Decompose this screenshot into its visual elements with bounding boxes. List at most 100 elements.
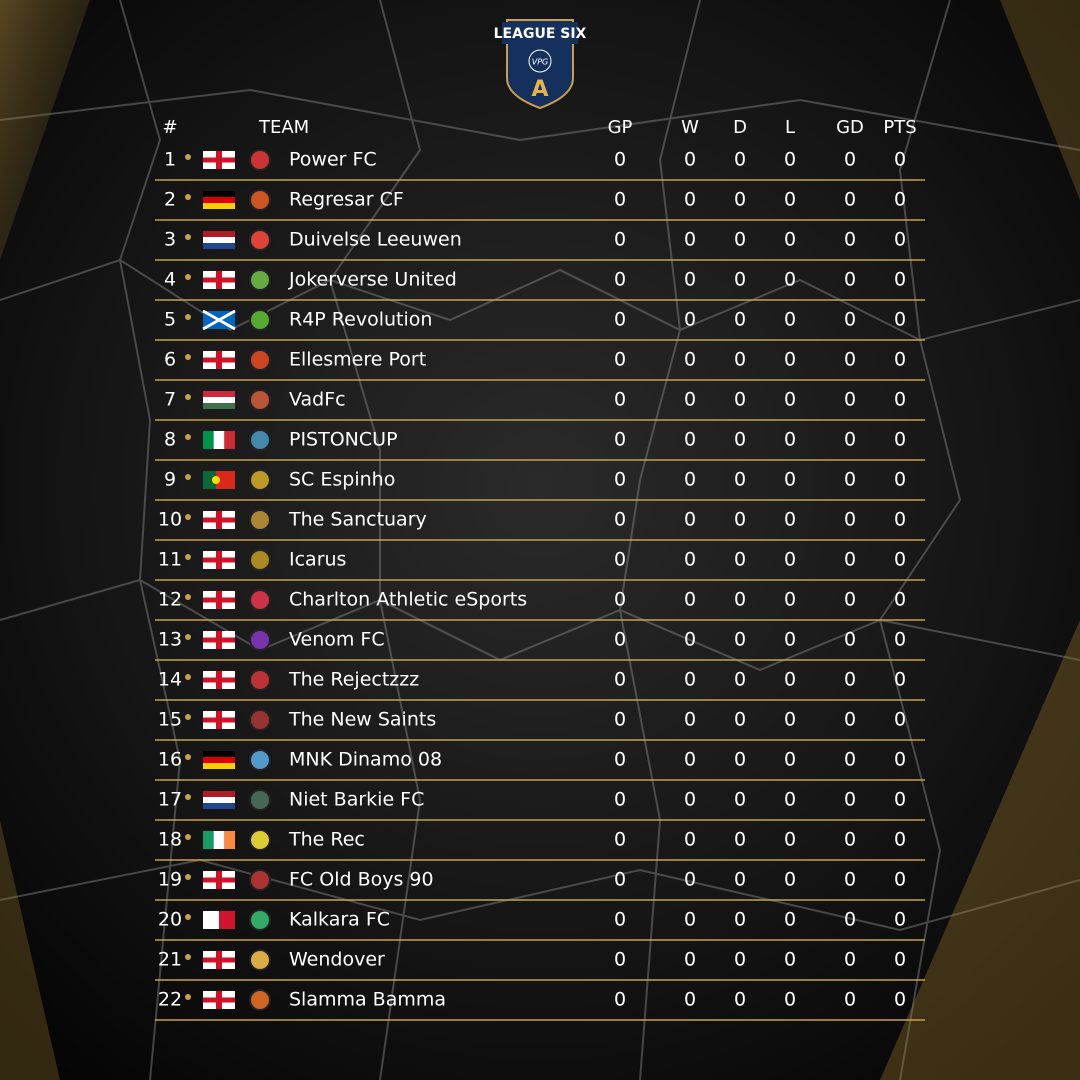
- team-name: R4P Revolution: [289, 309, 432, 331]
- flag: [203, 711, 235, 729]
- team-crest: [249, 589, 271, 611]
- team-crest: [249, 349, 271, 371]
- stat-value: 0: [614, 429, 626, 451]
- team-crest: [249, 389, 271, 411]
- stat-value: 0: [734, 709, 746, 731]
- rank-dot: [185, 354, 191, 360]
- stat-value: 0: [784, 669, 796, 691]
- flag-part: [203, 391, 235, 397]
- flag: [203, 951, 235, 969]
- flag-part: [203, 157, 235, 163]
- rank-dot: [185, 194, 191, 200]
- team-crest: [249, 989, 271, 1011]
- stat-value: 0: [784, 509, 796, 531]
- stat-value: 0: [844, 509, 856, 531]
- flag: [203, 431, 235, 449]
- stat-value: 0: [734, 309, 746, 331]
- rank: 15: [158, 709, 182, 731]
- stat-value: 0: [684, 829, 696, 851]
- stat-value: 0: [734, 189, 746, 211]
- rank-dot: [185, 634, 191, 640]
- stat-value: 0: [614, 589, 626, 611]
- team-crest: [249, 469, 271, 491]
- stat-value: 0: [784, 949, 796, 971]
- flag: [203, 271, 235, 289]
- stat-value: 0: [784, 349, 796, 371]
- flag-part: [202, 309, 236, 331]
- rank: 6: [164, 349, 176, 371]
- stat-value: 0: [894, 989, 906, 1011]
- logo-letter: A: [531, 77, 548, 102]
- stat-value: 0: [894, 589, 906, 611]
- stat-value: 0: [684, 389, 696, 411]
- stat-value: 0: [684, 149, 696, 171]
- rank-dot: [185, 754, 191, 760]
- flag-part: [212, 476, 220, 484]
- flag-part: [203, 517, 235, 523]
- stat-value: 0: [894, 469, 906, 491]
- flag-part: [203, 637, 235, 643]
- rank: 1: [164, 149, 176, 171]
- stat-value: 0: [614, 269, 626, 291]
- team-name: FC Old Boys 90: [289, 869, 434, 891]
- stat-value: 0: [614, 909, 626, 931]
- stat-value: 0: [784, 229, 796, 251]
- stat-value: 0: [684, 429, 696, 451]
- stat-value: 0: [614, 549, 626, 571]
- flag: [203, 871, 235, 889]
- stat-value: 0: [684, 229, 696, 251]
- team-name: VadFc: [289, 389, 346, 411]
- stat-value: 0: [614, 149, 626, 171]
- stat-value: 0: [614, 189, 626, 211]
- flag-part: [203, 797, 235, 803]
- rank: 18: [158, 829, 182, 851]
- rank-dot: [185, 234, 191, 240]
- stat-value: 0: [614, 349, 626, 371]
- rank: 17: [158, 789, 182, 811]
- rank-dot: [185, 474, 191, 480]
- stat-value: 0: [734, 629, 746, 651]
- column-header: W: [681, 117, 699, 138]
- rank-dot: [185, 314, 191, 320]
- rank: 13: [158, 629, 182, 651]
- stat-value: 0: [614, 629, 626, 651]
- stat-value: 0: [784, 829, 796, 851]
- rank: 7: [164, 389, 176, 411]
- stat-value: 0: [784, 309, 796, 331]
- flag: [203, 911, 235, 929]
- stat-value: 0: [614, 229, 626, 251]
- flag: [203, 231, 235, 249]
- stat-value: 0: [894, 509, 906, 531]
- rank: 4: [164, 269, 176, 291]
- stat-value: 0: [784, 149, 796, 171]
- flag-part: [203, 397, 235, 403]
- stat-value: 0: [734, 509, 746, 531]
- team-crest: [249, 229, 271, 251]
- stat-value: 0: [684, 349, 696, 371]
- flag-part: [203, 557, 235, 563]
- flag-part: [203, 597, 235, 603]
- stat-value: 0: [894, 189, 906, 211]
- stat-value: 0: [844, 909, 856, 931]
- stat-value: 0: [684, 589, 696, 611]
- stat-value: 0: [784, 189, 796, 211]
- stat-value: 0: [614, 869, 626, 891]
- stat-value: 0: [894, 309, 906, 331]
- rank-dot: [185, 154, 191, 160]
- team-crest: [249, 189, 271, 211]
- stat-value: 0: [844, 589, 856, 611]
- flag: [203, 631, 235, 649]
- stat-value: 0: [844, 549, 856, 571]
- rank-dot: [185, 914, 191, 920]
- rank-dot: [185, 514, 191, 520]
- stat-value: 0: [844, 749, 856, 771]
- stat-value: 0: [784, 789, 796, 811]
- column-header: GP: [608, 117, 633, 138]
- stat-value: 0: [844, 349, 856, 371]
- column-header: L: [785, 117, 795, 138]
- team-name: MNK Dinamo 08: [289, 749, 442, 771]
- stat-value: 0: [894, 269, 906, 291]
- team-name: Ellesmere Port: [289, 349, 426, 371]
- stat-value: 0: [844, 149, 856, 171]
